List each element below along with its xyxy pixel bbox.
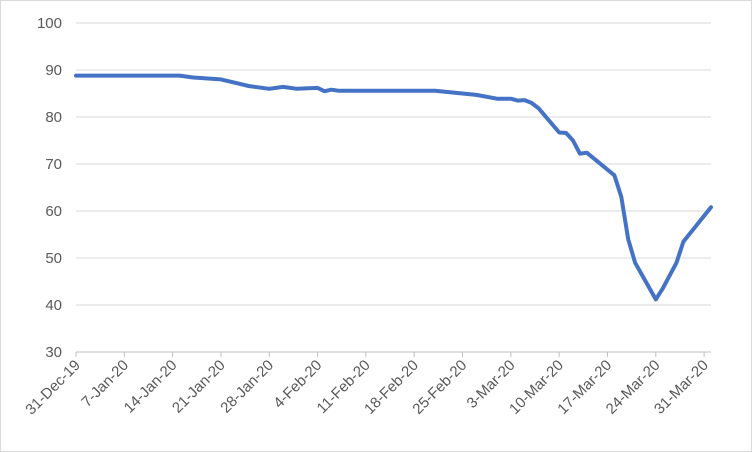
y-tick-label: 60: [45, 203, 62, 220]
y-tick-label: 90: [45, 62, 62, 79]
y-tick-label: 70: [45, 156, 62, 173]
y-tick-label: 30: [45, 344, 62, 361]
x-axis-tick-labels: 31-Dec-197-Jan-2014-Jan-2021-Jan-2028-Ja…: [22, 357, 712, 419]
x-tick-label: 31-Dec-19: [22, 357, 84, 419]
x-axis: [76, 352, 711, 357]
gridlines: [76, 23, 711, 305]
y-tick-label: 80: [45, 109, 62, 126]
y-tick-label: 50: [45, 250, 62, 267]
x-tick-label: 28-Jan-20: [217, 357, 277, 417]
series-line-0: [76, 76, 711, 300]
series-layer: [76, 76, 711, 300]
y-tick-label: 40: [45, 297, 62, 314]
y-tick-label: 100: [37, 15, 62, 32]
y-axis-tick-labels: 30 40 50 60 70 80 90 100: [37, 15, 62, 361]
